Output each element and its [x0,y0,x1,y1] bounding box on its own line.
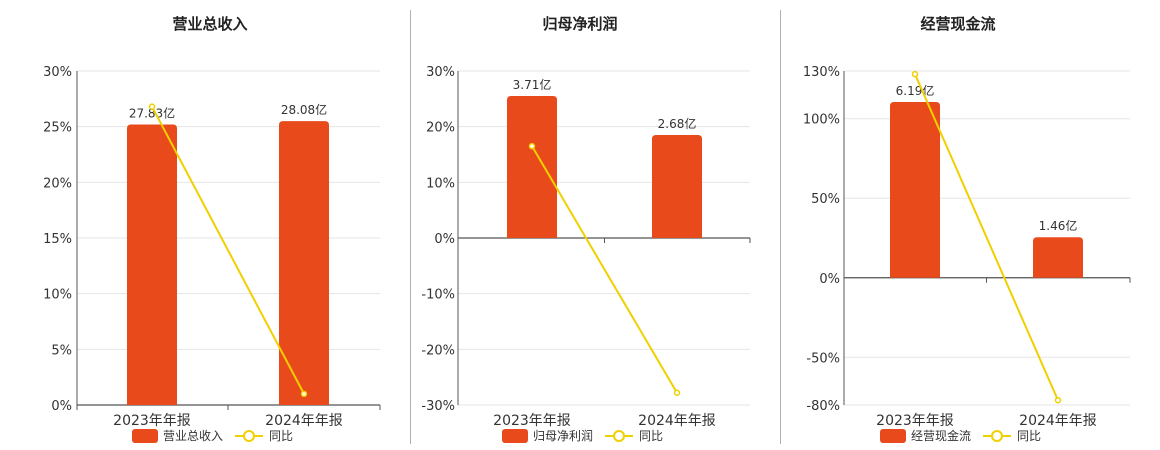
legend-bar-swatch [502,429,528,443]
legend-bar-label: 归母净利润 [533,429,593,443]
bar [507,96,557,238]
bar-data-label: 6.19亿 [896,83,935,98]
y-tick-label: 20% [43,176,72,191]
y-tick-label: 25% [43,121,72,136]
line-point [673,389,681,397]
y-tick-label: 20% [426,121,455,136]
panel-divider [410,10,411,444]
y-tick-label: 30% [426,65,455,80]
legend-line-marker [243,430,255,442]
line-point [911,70,919,78]
line-series [914,73,1059,401]
bar [1033,237,1083,278]
bar-data-label: 2.68亿 [658,116,697,131]
x-tick-label: 2024年年报 [638,413,716,429]
y-tick-label: -30% [421,399,455,414]
bar [279,121,329,405]
y-tick-label: 50% [811,192,840,207]
legend-bar-label: 经营现金流 [911,428,971,443]
bar-data-label: 1.46亿 [1039,218,1078,233]
x-tick-label: 2024年年报 [265,413,343,429]
legend-bar-label: 营业总收入 [163,429,223,443]
y-tick-label: 15% [43,232,72,247]
chart-title: 营业总收入 [172,15,247,33]
chart-title: 经营现金流 [920,15,995,33]
y-tick-label: -20% [421,343,455,358]
line-point [528,142,536,150]
y-tick-label: 0% [51,399,72,414]
y-tick-label: 10% [426,176,455,191]
x-tick-label: 2023年年报 [493,413,571,429]
bar-data-label: 3.71亿 [513,77,552,92]
legend-bar-swatch [132,429,158,443]
bar [890,102,940,278]
y-tick-label: 100% [803,113,840,128]
y-tick-label: 130% [803,65,840,80]
bar-data-label: 27.83亿 [129,105,175,120]
y-tick-label: 0% [819,272,840,287]
x-tick-label: 2024年年报 [1019,413,1097,429]
y-tick-label: 10% [43,288,72,303]
legend-line-marker [613,430,625,442]
line-point [148,103,156,110]
legend-bar-swatch [880,429,906,443]
x-tick-label: 2023年年报 [113,413,191,429]
chart-panel-3: 经营现金流 -80% -50% 0% 50% 100% 130% 6.19亿 1.46亿 2023… [803,15,1131,443]
line-series [151,106,305,395]
line-point [1054,396,1062,404]
line-series [531,145,678,394]
legend-line-label: 同比 [639,429,663,443]
bar [652,135,702,238]
y-tick-label: 0% [434,232,455,247]
bar [127,124,177,405]
chart-panel-1: 营业总收入 0% 5% 10% 15% 20% 25% 30% 27.83亿 28.08亿 2023… [43,15,381,443]
line-point [300,390,308,398]
chart-title: 归母净利润 [542,15,617,33]
chart-panel-2: 归母净利润 -30% -20% -10% 0% 10% 20% 30% 3.71亿 2.68亿 20… [421,15,751,443]
y-tick-label: -10% [421,288,455,303]
x-tick-label: 2023年年报 [876,413,954,429]
y-tick-label: -80% [806,399,840,414]
y-tick-label: -50% [806,351,840,366]
bar-data-label: 28.08亿 [281,102,327,117]
panel-divider [780,10,781,444]
legend-line-label: 同比 [1017,429,1041,443]
y-tick-label: 5% [51,343,72,358]
legend-line-marker [991,430,1003,442]
legend-line-label: 同比 [269,429,293,443]
y-tick-label: 30% [43,65,72,80]
